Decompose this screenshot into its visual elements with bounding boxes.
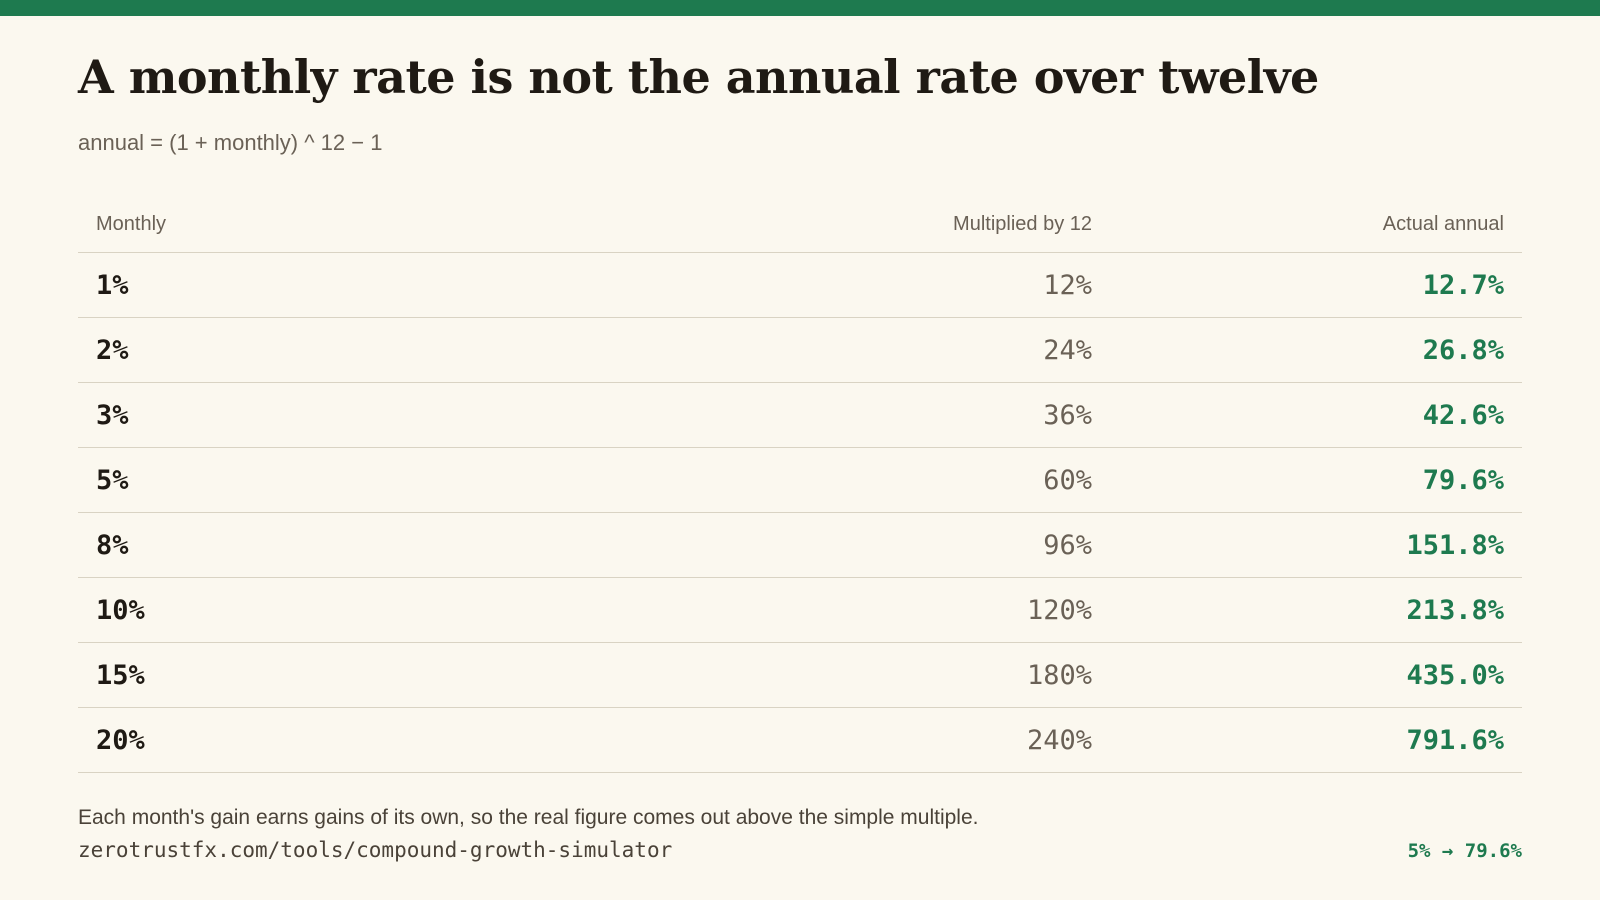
cell-monthly: 1%	[78, 252, 754, 318]
table-row: 3% 36% 42.6%	[78, 382, 1522, 448]
cell-actual: 435.0%	[1110, 642, 1522, 708]
table-row: 1% 12% 12.7%	[78, 252, 1522, 318]
page-title: A monthly rate is not the annual rate ov…	[78, 50, 1319, 104]
column-header-actual: Actual annual	[1110, 196, 1522, 253]
table-row: 20% 240% 791.6%	[78, 707, 1522, 773]
rate-comparison-table: Monthly Multiplied by 12 Actual annual 1…	[78, 196, 1522, 773]
top-accent-bar	[0, 0, 1600, 16]
table-row: 2% 24% 26.8%	[78, 317, 1522, 383]
table-row: 10% 120% 213.8%	[78, 577, 1522, 643]
cell-multiplied: 96%	[754, 512, 1110, 578]
source-url: zerotrustfx.com/tools/compound-growth-si…	[78, 838, 673, 862]
cell-multiplied: 12%	[754, 252, 1110, 318]
cell-actual: 42.6%	[1110, 382, 1522, 448]
cell-multiplied: 180%	[754, 642, 1110, 708]
table-body: 1% 12% 12.7% 2% 24% 26.8% 3% 36% 42.6% 5% 60% 79.6%…	[78, 252, 1522, 773]
cell-multiplied: 36%	[754, 382, 1110, 448]
cell-multiplied: 24%	[754, 317, 1110, 383]
cell-actual: 79.6%	[1110, 447, 1522, 513]
cell-actual: 12.7%	[1110, 252, 1522, 318]
cell-actual: 213.8%	[1110, 577, 1522, 643]
cell-monthly: 15%	[78, 642, 754, 708]
cell-monthly: 3%	[78, 382, 754, 448]
cell-actual: 26.8%	[1110, 317, 1522, 383]
formula-subtitle: annual = (1 + monthly) ^ 12 − 1	[78, 130, 383, 155]
cell-multiplied: 60%	[754, 447, 1110, 513]
column-header-multiplied: Multiplied by 12	[754, 196, 1110, 253]
cell-monthly: 10%	[78, 577, 754, 643]
table-row: 15% 180% 435.0%	[78, 642, 1522, 708]
table-header-row: Monthly Multiplied by 12 Actual annual	[78, 196, 1522, 253]
table-row: 5% 60% 79.6%	[78, 447, 1522, 513]
cell-multiplied: 240%	[754, 707, 1110, 773]
cell-monthly: 20%	[78, 707, 754, 773]
footnote: Each month's gain earns gains of its own…	[78, 806, 979, 829]
example-callout: 5% → 79.6%	[1407, 840, 1522, 862]
cell-actual: 151.8%	[1110, 512, 1522, 578]
column-header-monthly: Monthly	[78, 196, 754, 253]
cell-monthly: 2%	[78, 317, 754, 383]
cell-multiplied: 120%	[754, 577, 1110, 643]
cell-monthly: 8%	[78, 512, 754, 578]
cell-monthly: 5%	[78, 447, 754, 513]
cell-actual: 791.6%	[1110, 707, 1522, 773]
table-row: 8% 96% 151.8%	[78, 512, 1522, 578]
